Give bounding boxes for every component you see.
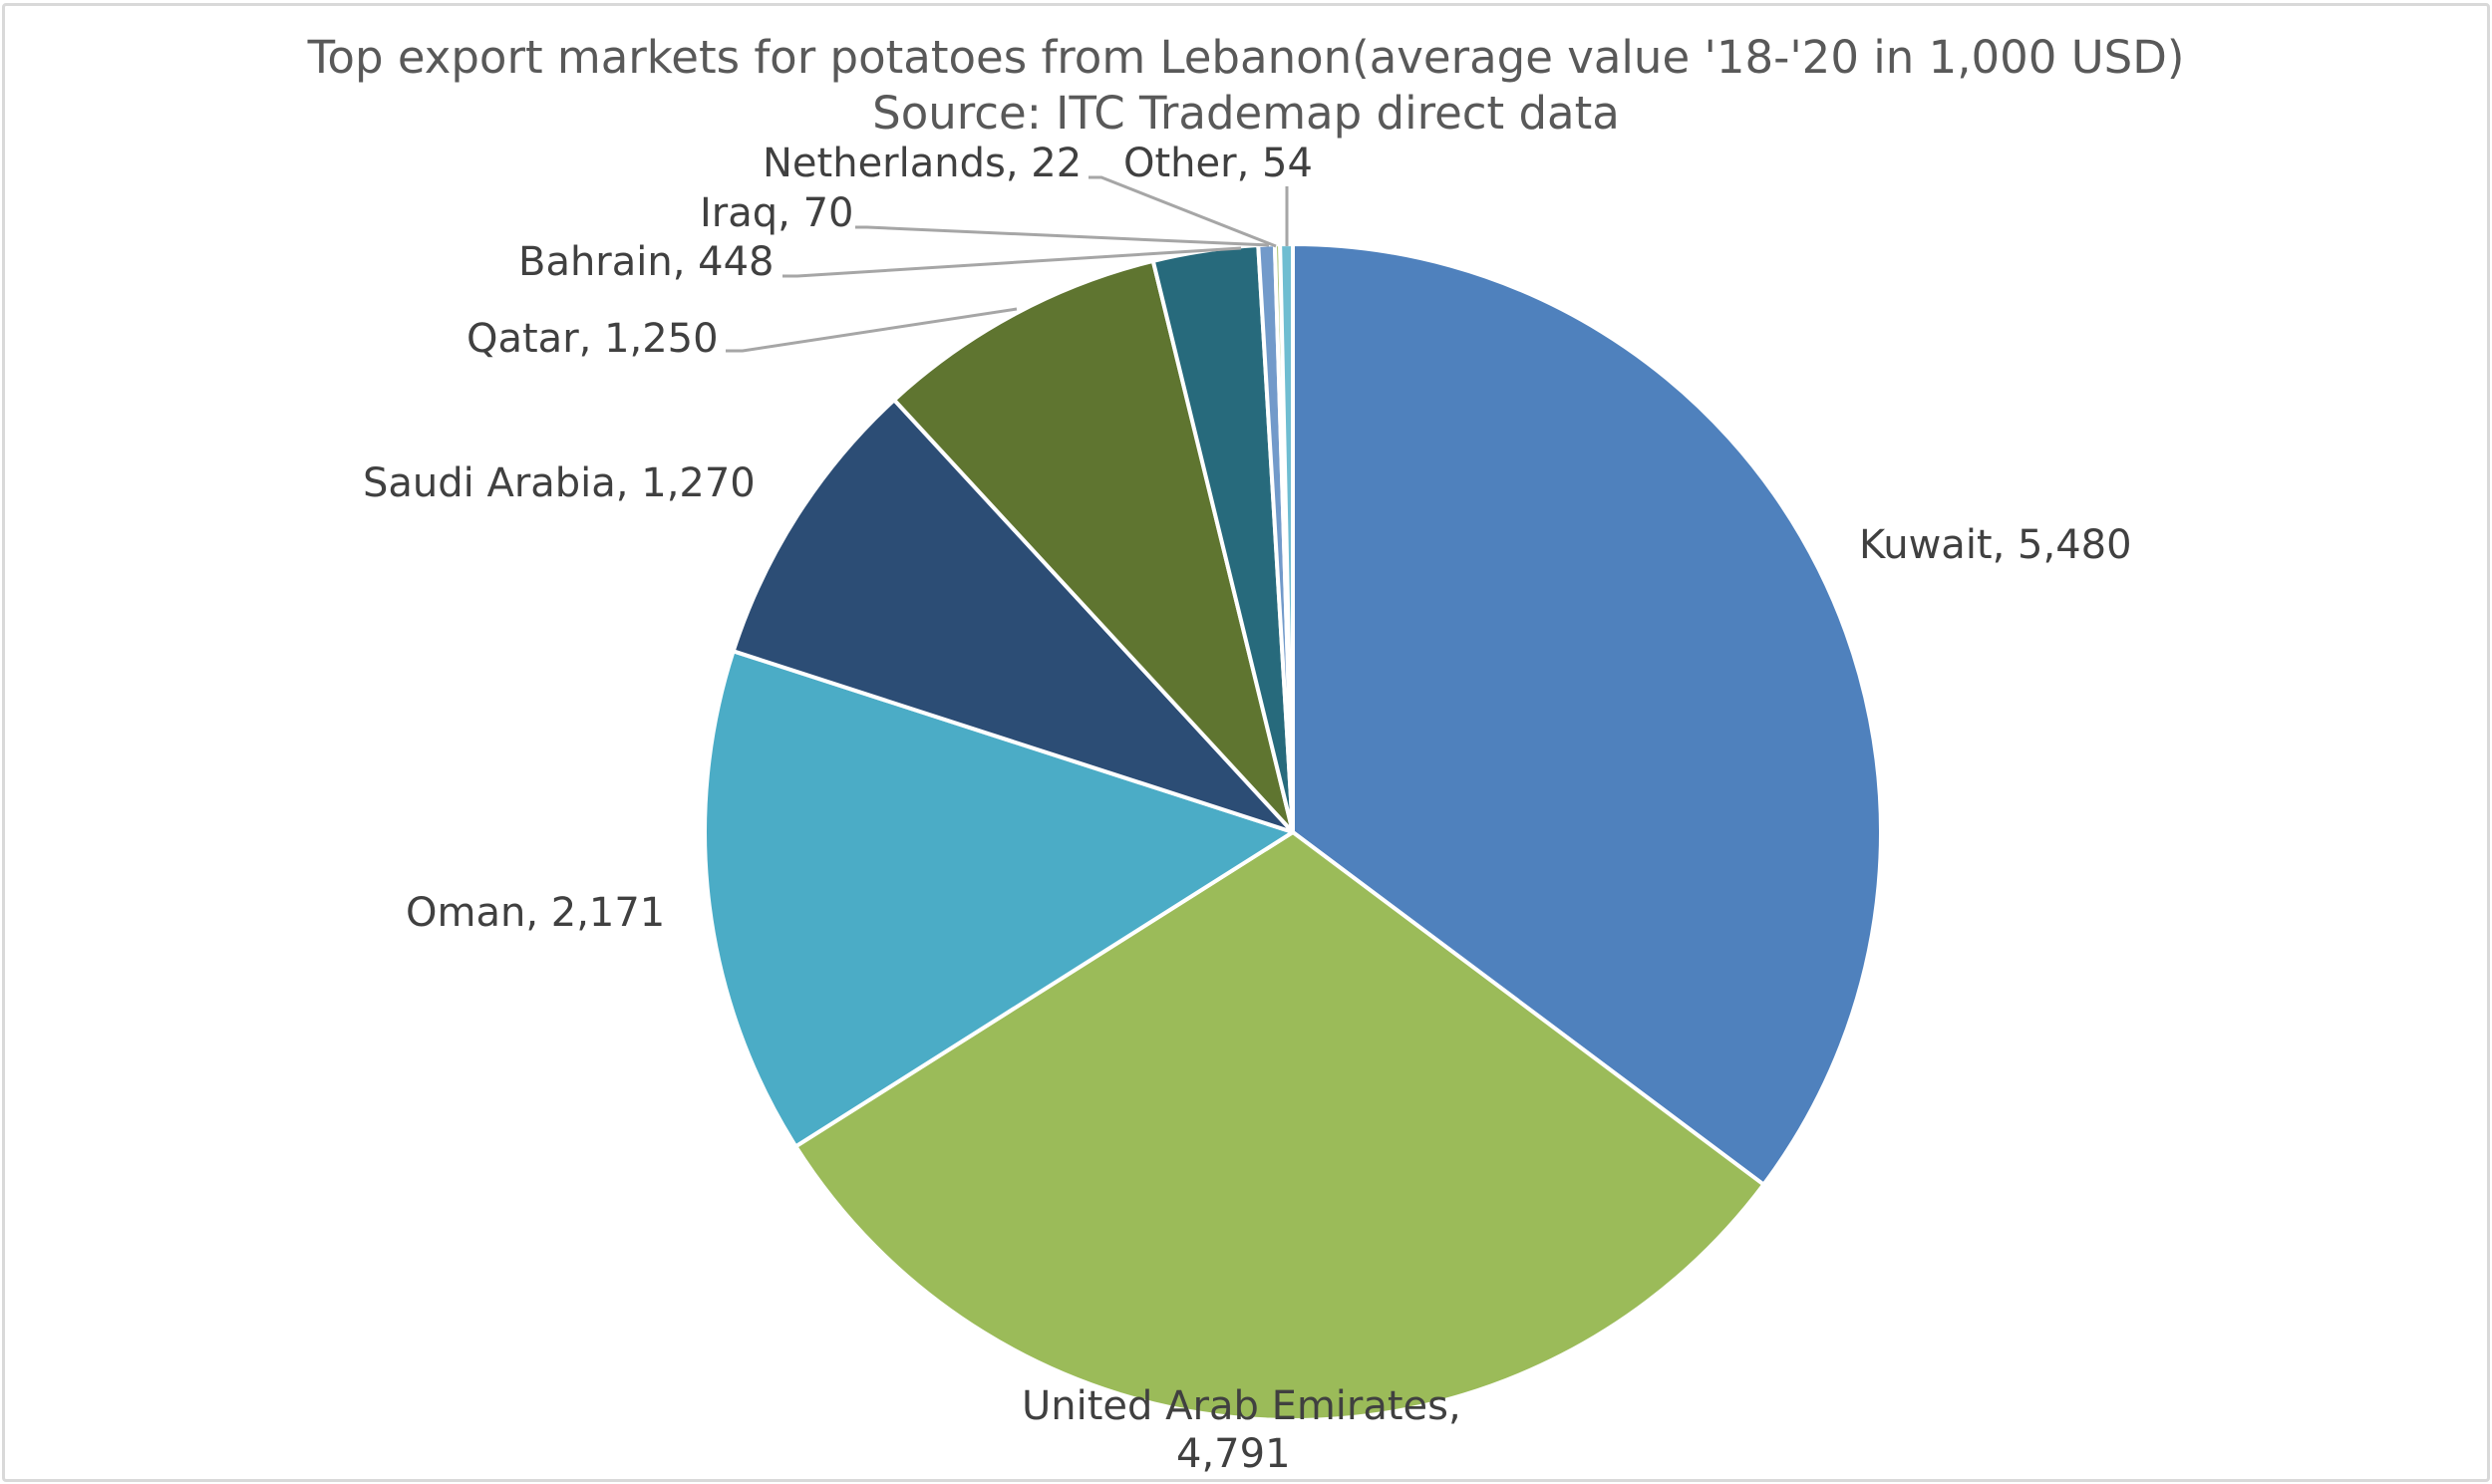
pie-slice-oman: [703, 649, 1295, 1149]
chart-subtitle: Source: ITC Trademap direct data: [872, 87, 1620, 140]
label-qatar: Qatar, 1,250: [467, 316, 719, 362]
label-iraq: Iraq, 70: [700, 190, 854, 236]
pie-slice-saudi-arabia: [731, 398, 1295, 834]
leader-line-iraq: [855, 225, 1270, 247]
label-uae-line1: United Arab Emirates,: [1022, 1383, 1461, 1429]
pie-slice-kuwait: [1291, 242, 1883, 1187]
pie-slice-united-arab-emirates: [793, 830, 1766, 1422]
label-bahrain: Bahrain, 448: [518, 239, 775, 285]
label-netherlands: Netherlands, 22: [763, 141, 1083, 186]
pie-slice-qatar: [892, 258, 1295, 834]
leader-line-bahrain: [782, 246, 1242, 278]
label-uae-line2: 4,791: [1176, 1431, 1291, 1477]
label-saudi-arabia: Saudi Arabia, 1,270: [363, 460, 756, 506]
label-oman: Oman, 2,171: [406, 890, 666, 936]
leader-line-qatar: [726, 307, 1018, 353]
label-kuwait: Kuwait, 5,480: [1859, 522, 2132, 568]
pie-slices: [703, 241, 1883, 1422]
label-other: Other, 54: [1123, 141, 1313, 186]
leader-lines: [726, 175, 1289, 353]
leader-line-netherlands: [1089, 175, 1277, 248]
chart-title: Top export markets for potatoes from Leb…: [307, 31, 2185, 84]
